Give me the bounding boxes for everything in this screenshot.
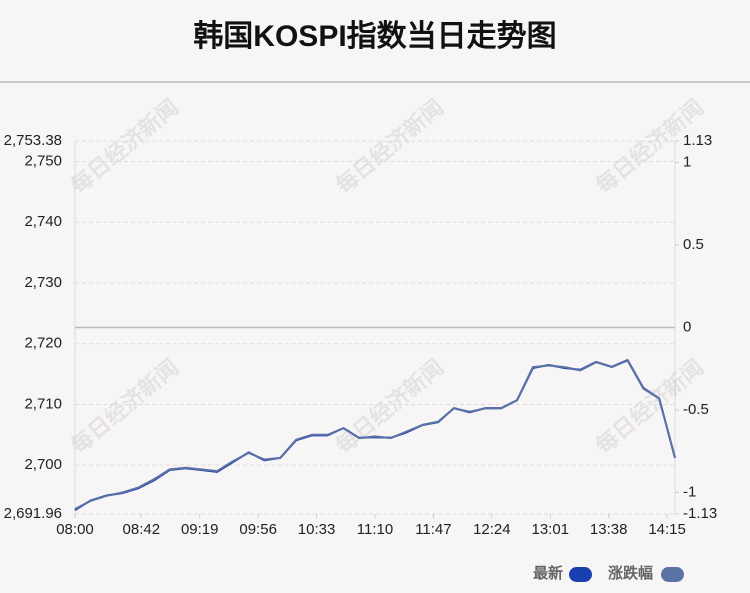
x-tick-label: 12:24 xyxy=(473,521,511,538)
y-tick-label: 2,750 xyxy=(24,152,62,169)
series-line xyxy=(74,359,676,510)
y2-tick-label: -1 xyxy=(683,484,696,501)
x-tick-label: 13:01 xyxy=(531,521,569,538)
y2-tick-label: 1 xyxy=(683,153,691,170)
legend-swatch xyxy=(661,567,684,582)
x-tick-label: 11:47 xyxy=(415,521,451,538)
watermark: 每日经济新闻 xyxy=(331,354,449,459)
y2-tick-label: 1.13 xyxy=(683,132,712,149)
watermark: 每日经济新闻 xyxy=(66,354,184,459)
x-tick-label: 13:38 xyxy=(590,521,628,538)
x-tick-label: 10:33 xyxy=(298,521,336,538)
y-tick-label: 2,710 xyxy=(24,395,62,412)
y-tick-label: 2,753.38 xyxy=(4,132,62,149)
y2-tick-label: 0 xyxy=(683,318,691,335)
y2-tick-label: -1.13 xyxy=(683,505,717,522)
legend-swatch xyxy=(569,567,592,582)
watermark: 每日经济新闻 xyxy=(66,94,184,199)
y-tick-label: 2,720 xyxy=(24,335,62,352)
y2-tick-label: -0.5 xyxy=(683,401,709,418)
y-tick-label: 2,730 xyxy=(24,274,62,291)
x-tick-label: 08:00 xyxy=(56,521,94,538)
legend-label: 最新 xyxy=(533,564,563,582)
y-tick-label: 2,700 xyxy=(24,456,62,473)
x-tick-label: 09:56 xyxy=(239,521,277,538)
chart-title: 韩国KOSPI指数当日走势图 xyxy=(193,20,556,53)
x-tick-label: 08:42 xyxy=(123,521,161,538)
legend-label: 涨跌幅 xyxy=(608,564,653,582)
x-tick-label: 09:19 xyxy=(181,521,219,538)
y2-tick-label: 0.5 xyxy=(683,236,704,253)
watermark: 每日经济新闻 xyxy=(331,94,449,199)
y-tick-label: 2,691.96 xyxy=(4,505,62,522)
x-tick-label: 14:15 xyxy=(648,521,686,538)
y-tick-label: 2,740 xyxy=(24,213,62,230)
x-tick-label: 11:10 xyxy=(357,521,393,538)
